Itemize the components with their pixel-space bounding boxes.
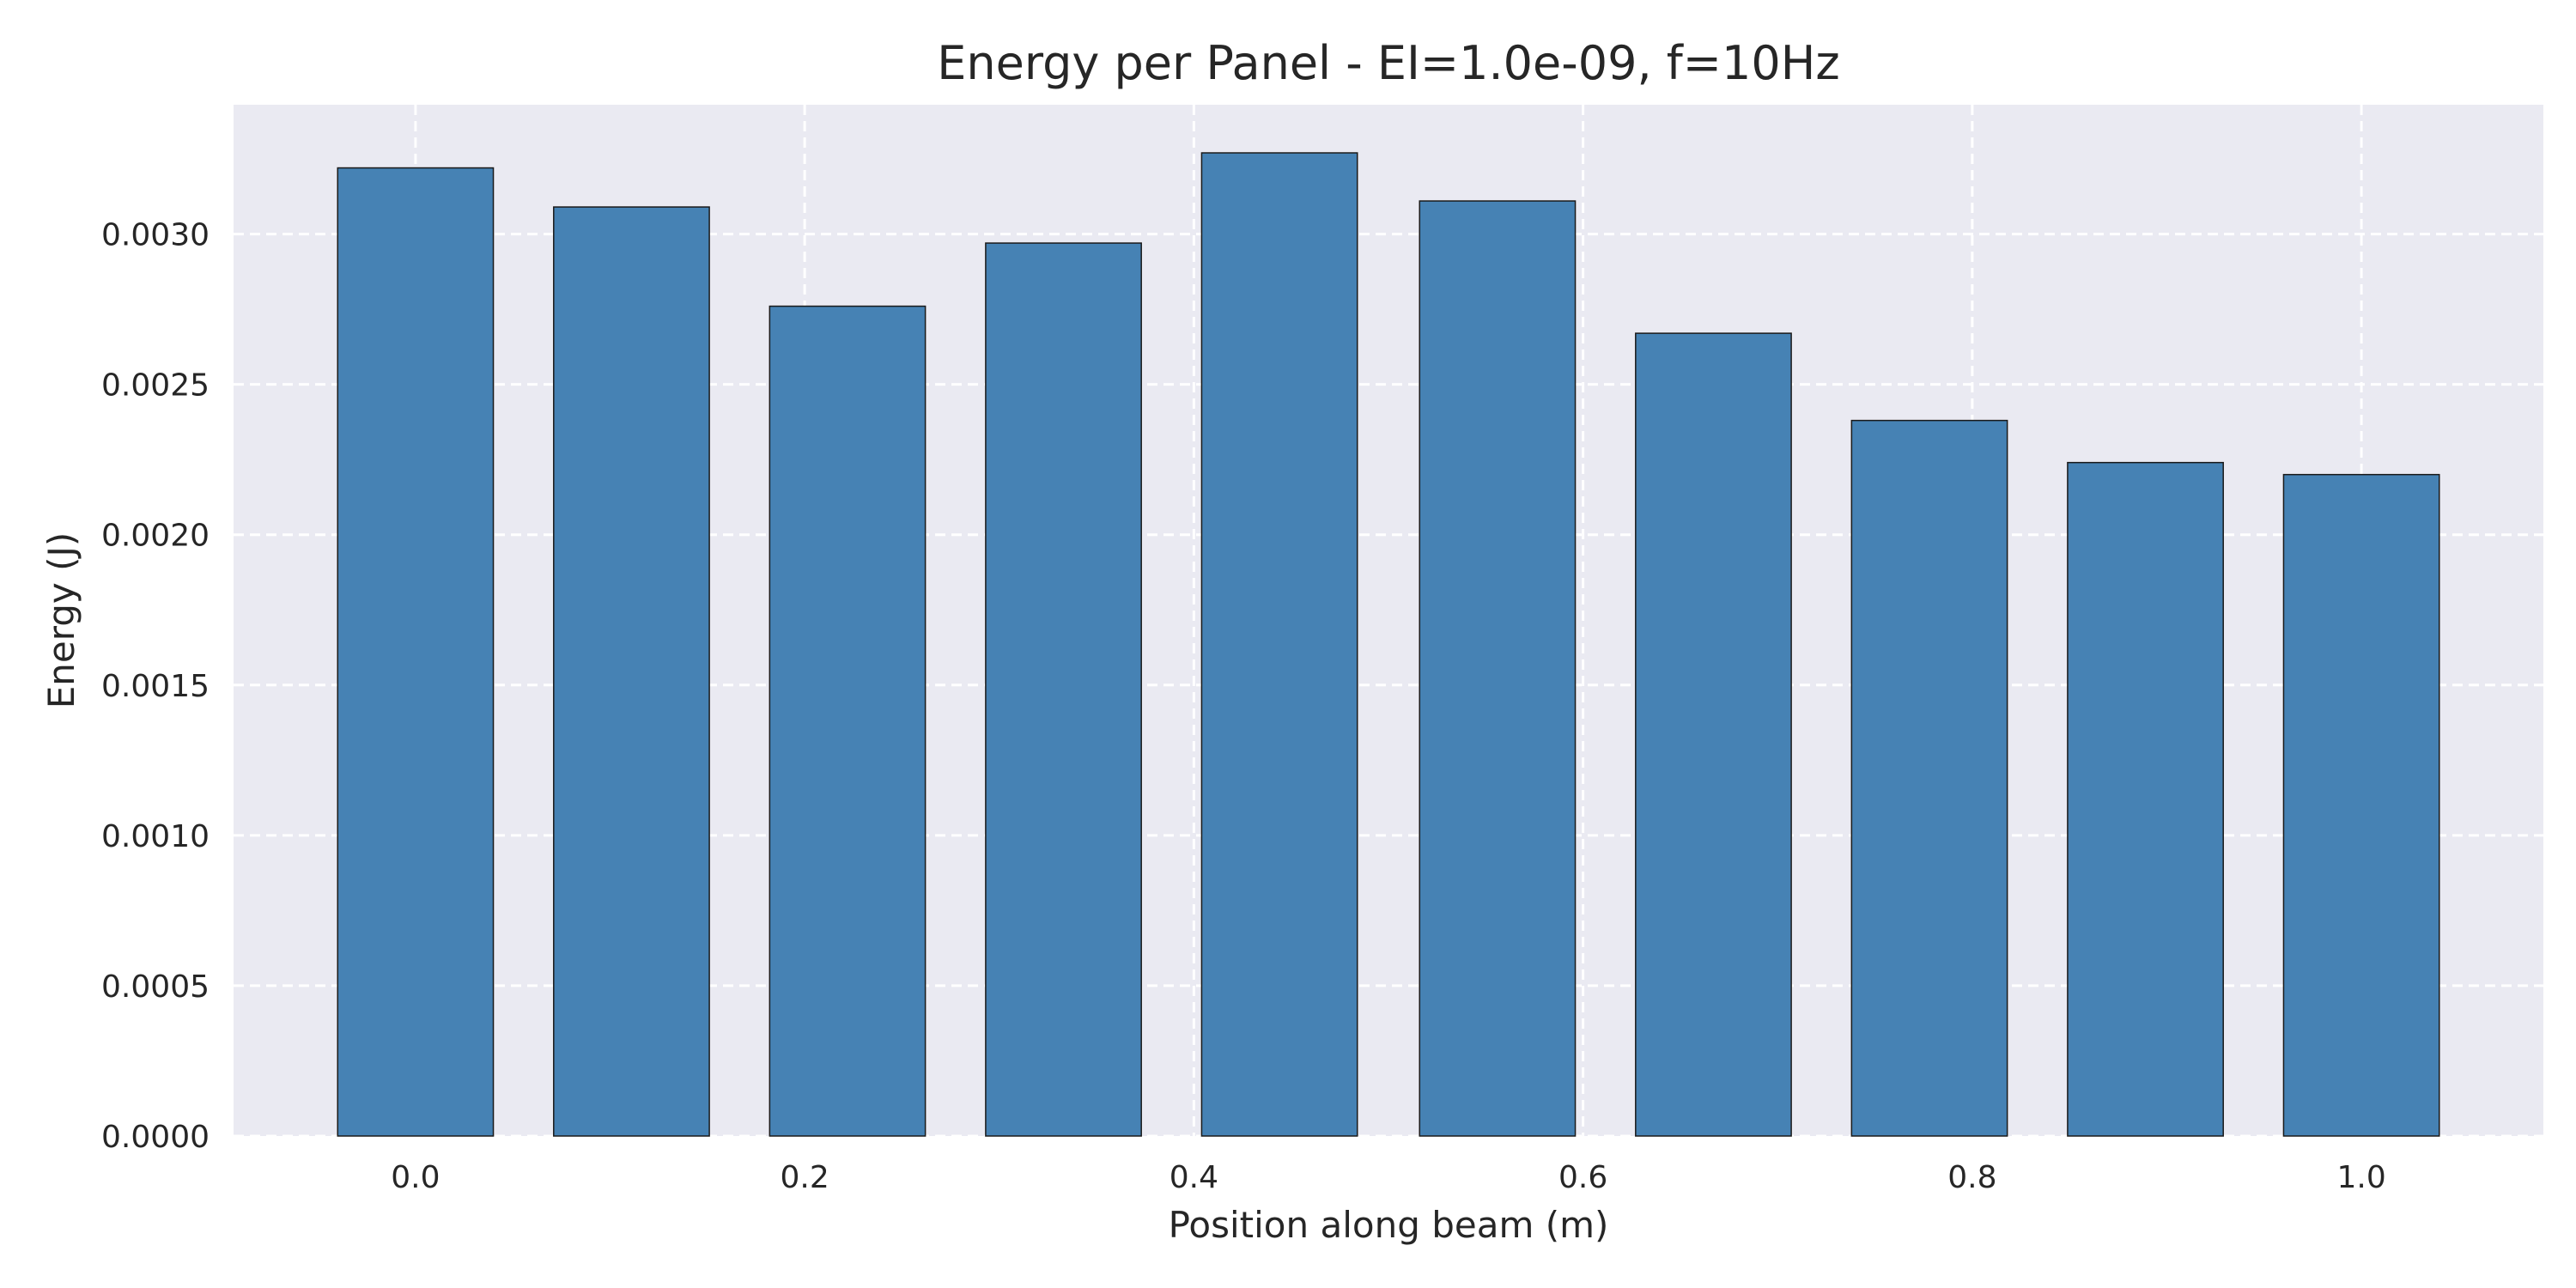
y-tick-label: 0.0000	[101, 1120, 210, 1155]
bar	[769, 305, 927, 1137]
x-tick-label: 0.0	[391, 1160, 440, 1195]
y-tick-label: 0.0010	[101, 819, 210, 854]
bar	[2282, 473, 2440, 1137]
bar	[337, 167, 495, 1137]
bars-group	[337, 152, 2440, 1137]
x-tick-label: 0.8	[1947, 1160, 1996, 1195]
x-tick-label: 0.2	[781, 1160, 829, 1195]
bar	[1200, 152, 1358, 1137]
bar	[985, 242, 1142, 1137]
y-tick-label: 0.0015	[101, 669, 210, 704]
bar	[2067, 461, 2224, 1137]
x-tick-label: 1.0	[2336, 1160, 2385, 1195]
x-axis-label: Position along beam (m)	[1169, 1204, 1609, 1246]
y-tick-label: 0.0030	[101, 218, 210, 253]
y-axis-ticks: 0.0000 0.0005 0.0010 0.0015 0.0020 0.0025 0.00…	[101, 218, 210, 1155]
bar	[1635, 332, 1792, 1137]
bar	[553, 206, 710, 1137]
x-axis-ticks: 0.0 0.2 0.4 0.6 0.8 1.0	[391, 1160, 2385, 1195]
y-axis-label: Energy (J)	[40, 532, 82, 709]
chart-title: Energy per Panel - EI=1.0e-09, f=10Hz	[937, 36, 1839, 90]
y-tick-label: 0.0025	[101, 368, 210, 404]
y-tick-label: 0.0020	[101, 519, 210, 554]
x-tick-label: 0.6	[1558, 1160, 1607, 1195]
y-tick-label: 0.0005	[101, 969, 210, 1005]
x-tick-label: 0.4	[1170, 1160, 1218, 1195]
bar	[1850, 419, 2008, 1137]
bar	[1419, 200, 1577, 1137]
